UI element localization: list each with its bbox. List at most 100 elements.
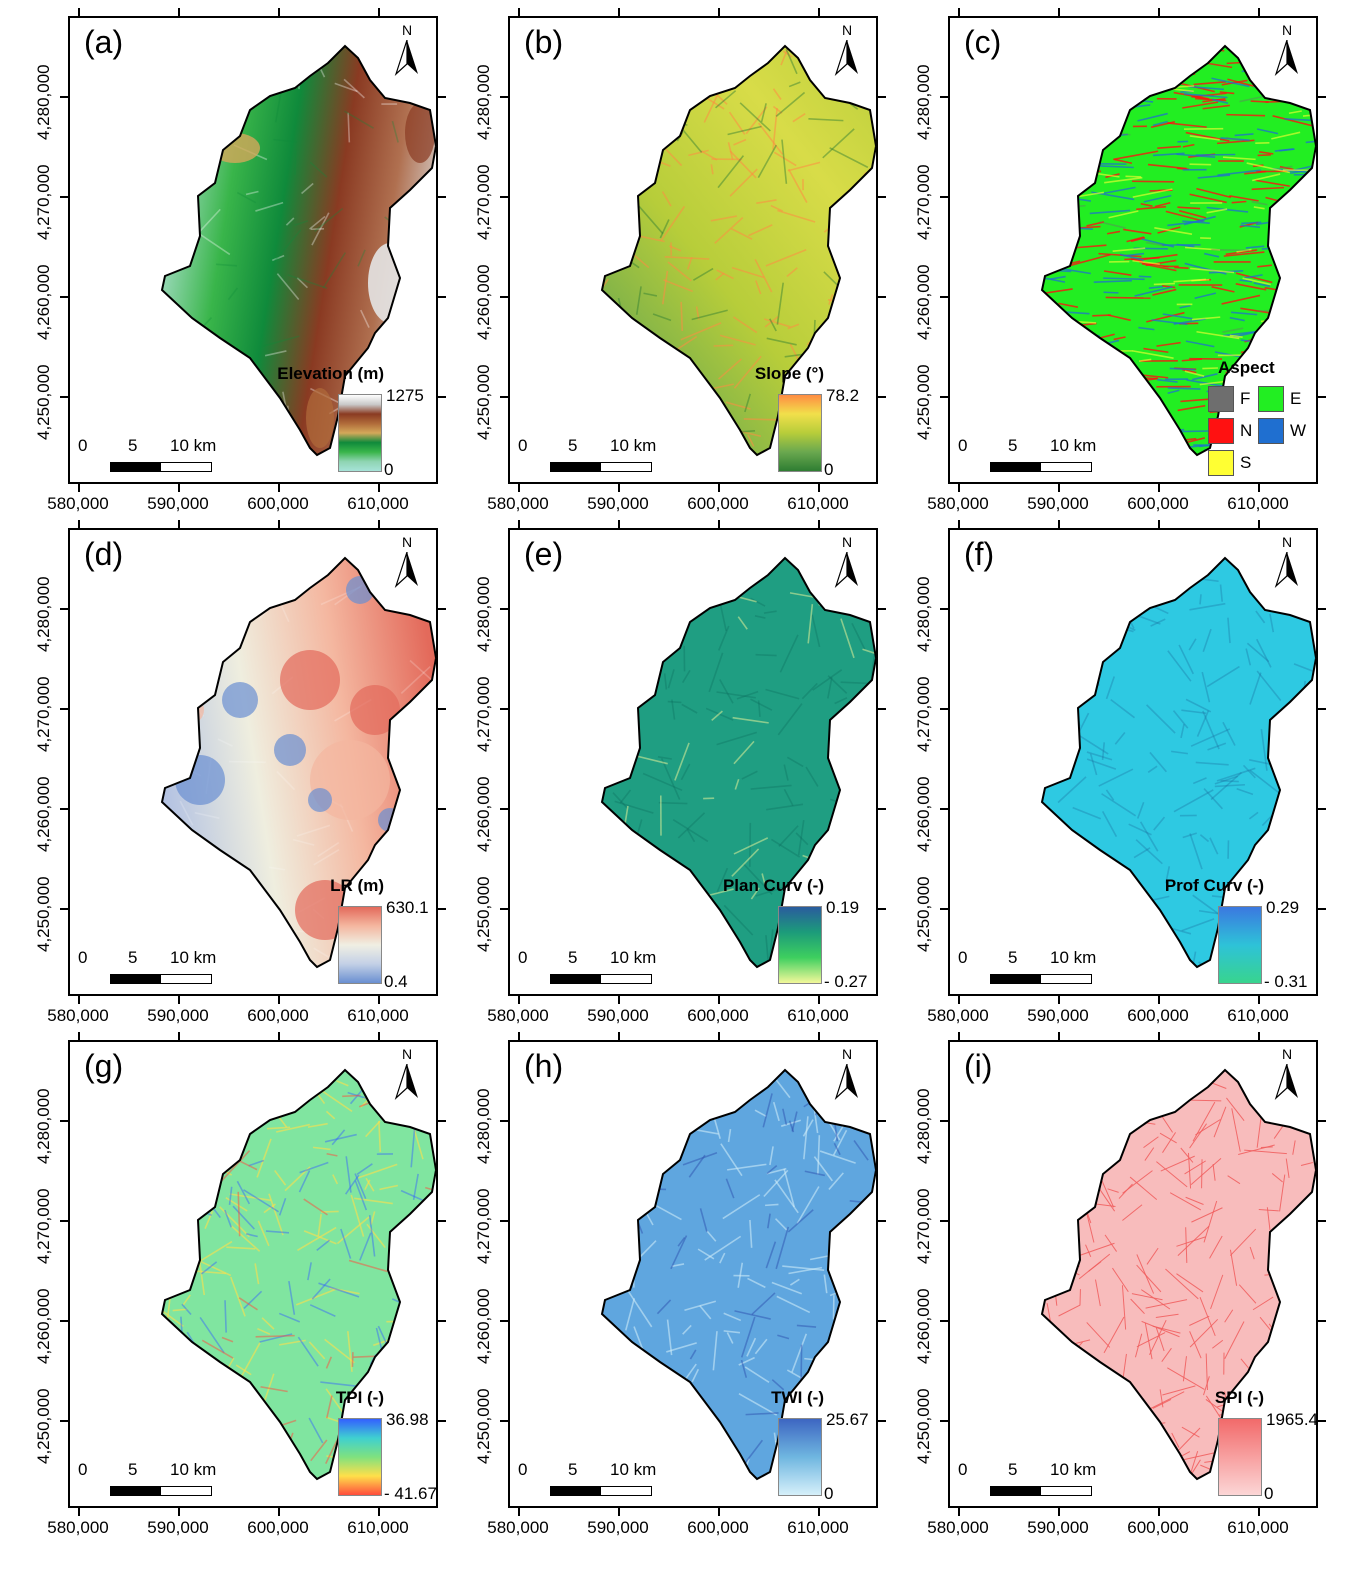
scale-bar (110, 1486, 212, 1496)
x-tick (518, 484, 520, 492)
scale-label: 0 (518, 436, 528, 455)
y-tick (1318, 296, 1326, 298)
x-axis-label: 590,000 (587, 1518, 649, 1537)
y-axis-label: 4,250,000 (914, 1388, 933, 1464)
y-tick (60, 808, 68, 810)
y-axis-label: 4,250,000 (914, 364, 933, 440)
legend-title: LR (m) (330, 876, 384, 895)
x-tick (958, 1032, 960, 1040)
scale-label: 0 (518, 948, 528, 967)
scale-label: 5 (568, 948, 578, 967)
x-tick (78, 996, 80, 1004)
scale-label: 10 km (170, 1460, 217, 1479)
legend-max-value: 0.19 (826, 898, 860, 917)
x-axis-label: 580,000 (487, 1006, 549, 1025)
y-tick (940, 708, 948, 710)
x-tick (278, 520, 280, 528)
panel-label: (b) (524, 24, 564, 60)
scale-bar (990, 974, 1092, 984)
scale-label: 0 (78, 1460, 88, 1479)
y-tick (438, 1420, 446, 1422)
x-axis-label: 610,000 (1227, 494, 1289, 513)
y-axis-label: 4,260,000 (474, 1288, 493, 1364)
north-arrow-icon: N (832, 1046, 862, 1100)
legend-title: Prof Curv (-) (1164, 876, 1264, 895)
y-tick (940, 808, 948, 810)
x-tick (818, 8, 820, 16)
y-tick (500, 708, 508, 710)
x-tick (1058, 1032, 1060, 1040)
y-tick (878, 608, 886, 610)
scale-bar-black-segment (111, 975, 161, 983)
y-axis-label: 4,270,000 (474, 676, 493, 752)
aspect-swatch-F (1208, 386, 1234, 412)
legend-min-value: 0.4 (384, 972, 408, 991)
y-axis-label: 4,270,000 (474, 164, 493, 240)
scale-label: 5 (568, 436, 578, 455)
legend-title: Elevation (m) (277, 364, 384, 383)
legend-min-value: 0 (824, 460, 834, 479)
x-tick (278, 1508, 280, 1516)
y-tick (940, 1420, 948, 1422)
y-tick (438, 1120, 446, 1122)
north-arrow-icon: N (392, 534, 422, 588)
x-tick (618, 520, 620, 528)
y-tick (438, 296, 446, 298)
y-tick (500, 296, 508, 298)
y-tick (438, 908, 446, 910)
x-axis-label: 580,000 (927, 1006, 989, 1025)
legend-min-value: - 0.27 (824, 972, 868, 991)
x-tick (1258, 996, 1260, 1004)
y-tick (1318, 908, 1326, 910)
x-tick (78, 1032, 80, 1040)
legend-color-ramp (338, 906, 382, 984)
x-tick (78, 1508, 80, 1516)
y-tick (940, 908, 948, 910)
north-arrow-icon: N (832, 534, 862, 588)
legend-title: TPI (-) (335, 1388, 384, 1407)
scale-label: 5 (1008, 436, 1018, 455)
x-tick (518, 1032, 520, 1040)
legend-max-value: 1275 (386, 386, 424, 405)
y-tick (500, 1420, 508, 1422)
panel-label: (d) (84, 536, 124, 572)
y-axis-label: 4,280,000 (474, 576, 493, 652)
map-panel-elevation-frame: (a) N 0 5 10 km Elevation (m) 1275 0 (68, 16, 438, 484)
y-axis-label: 4,260,000 (34, 1288, 53, 1364)
panel-label: (h) (524, 1048, 564, 1084)
x-axis-label: 610,000 (1227, 1006, 1289, 1025)
y-tick (500, 1120, 508, 1122)
x-axis-label: 590,000 (587, 1006, 649, 1025)
y-axis-label: 4,270,000 (914, 1188, 933, 1264)
x-tick (1058, 484, 1060, 492)
x-tick (1058, 996, 1060, 1004)
scale-bar-black-segment (991, 463, 1041, 471)
x-axis-label: 590,000 (1027, 494, 1089, 513)
y-axis-label: 4,250,000 (914, 876, 933, 952)
scale-bar (110, 974, 212, 984)
y-axis-label: 4,280,000 (34, 64, 53, 140)
y-tick (940, 608, 948, 610)
map-panel-twi-frame: (h) N 0 5 10 km TWI (-) 25.67 0 (508, 1040, 878, 1508)
y-tick (940, 296, 948, 298)
map-panel-plan-frame: (e) N 0 5 10 km Plan Curv (-) 0.19 - 0.27 (508, 528, 878, 996)
y-tick (940, 1320, 948, 1322)
legend-color-ramp (778, 906, 822, 984)
legend-title: SPI (-) (1214, 1388, 1264, 1407)
panel-label: (a) (84, 24, 124, 60)
x-tick (618, 1508, 620, 1516)
elevation-raster (160, 44, 436, 457)
y-tick (1318, 96, 1326, 98)
y-tick (940, 396, 948, 398)
y-axis-label: 4,250,000 (474, 364, 493, 440)
x-tick (718, 484, 720, 492)
y-tick (878, 196, 886, 198)
spi-raster (1040, 1068, 1316, 1481)
x-tick (178, 520, 180, 528)
x-tick (518, 520, 520, 528)
x-axis-label: 610,000 (787, 494, 849, 513)
scale-label: 5 (128, 436, 138, 455)
y-tick (500, 1220, 508, 1222)
scale-bar-black-segment (991, 1487, 1041, 1495)
y-tick (438, 808, 446, 810)
